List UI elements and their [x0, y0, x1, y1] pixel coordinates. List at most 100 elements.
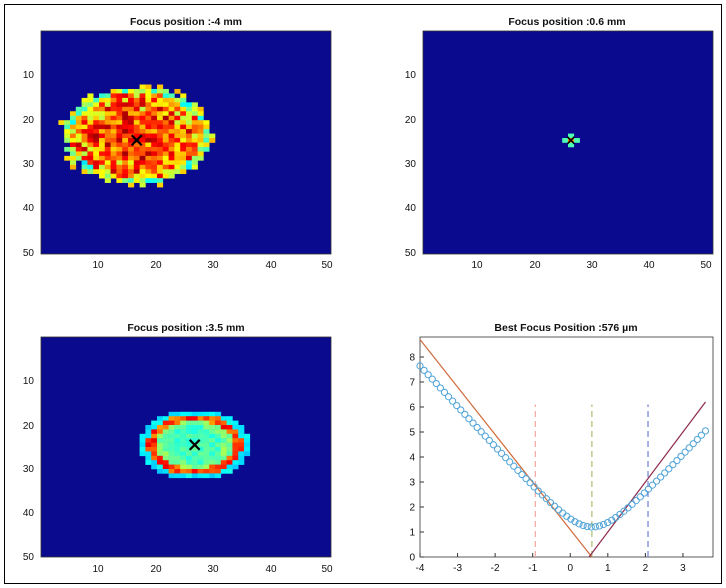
marker-stroke [188, 439, 201, 451]
heatmap-cell [81, 120, 88, 125]
heatmap-cell [75, 133, 82, 139]
heatmap-cell [203, 473, 210, 479]
heatmap-cell [203, 416, 210, 421]
y-tick-label: 30 [405, 159, 417, 170]
heatmap-cell [99, 155, 106, 161]
heatmap-cell [128, 178, 135, 183]
heatmap-cell [104, 133, 111, 139]
heatmap-cell [139, 120, 146, 125]
heatmap-cell [191, 151, 198, 157]
plot-area [419, 336, 714, 558]
heatmap-cell [70, 111, 77, 117]
data-point [693, 435, 701, 444]
heatmap-cell [157, 451, 164, 457]
heatmap-cell [174, 460, 181, 465]
heatmap-cell [64, 124, 71, 130]
data-point [669, 461, 677, 469]
heatmap-cell [197, 473, 204, 479]
heatmap-cell [93, 106, 100, 112]
data-point [673, 456, 681, 465]
heatmap-cell [226, 429, 233, 435]
heatmap-cell [209, 460, 216, 465]
heatmap-cell [226, 433, 233, 439]
y-tick-label: 40 [405, 203, 417, 214]
heatmap-cell [157, 182, 164, 188]
heatmap-cell [81, 151, 88, 157]
heatmap-cell [81, 124, 88, 130]
heatmap-cell [203, 138, 210, 143]
heatmap-cell [215, 416, 222, 421]
heatmap-cell [191, 425, 198, 430]
heatmap-cell [162, 129, 169, 134]
heatmap-cell [93, 155, 100, 161]
heatmap-cell [168, 111, 175, 117]
heatmap-cell [157, 464, 164, 470]
heatmap-cell [104, 115, 111, 121]
heatmap-cell [81, 102, 88, 108]
centroid-marker [566, 136, 575, 145]
heatmap-cell [197, 429, 204, 435]
x-tick-label: 50 [321, 564, 333, 575]
heatmap-cell [116, 151, 123, 157]
heatmap-cell [99, 97, 106, 103]
heatmap-cell [64, 133, 71, 139]
heatmap-cell [162, 160, 169, 166]
data-point [502, 454, 510, 462]
heatmap-cell [191, 106, 198, 112]
heatmap-cell [128, 169, 135, 175]
heatmap-cell [174, 455, 181, 461]
heatmap-cell [162, 420, 169, 426]
x-tick-label: -2 [491, 563, 500, 574]
heatmap-cell [174, 160, 181, 166]
heatmap-cell [133, 88, 140, 94]
heatmap-cell [99, 129, 106, 134]
heatmap-cell [151, 447, 158, 452]
heatmap-cell [197, 106, 204, 112]
x-tick-label: -3 [453, 563, 462, 574]
heatmap-cell [116, 138, 123, 143]
heatmap-cell [203, 411, 210, 417]
heatmap-cell [104, 120, 111, 125]
heatmap-cell [151, 138, 158, 143]
heatmap-cell [116, 102, 123, 108]
heatmap-cell [157, 469, 164, 474]
heatmap-cell [139, 151, 146, 157]
x-tick-label: 0 [567, 563, 573, 574]
heatmap-cell [162, 88, 169, 94]
heatmap-cell [191, 155, 198, 161]
heatmap-cell [226, 447, 233, 452]
heatmap-cell [133, 111, 140, 117]
heatmap-cell [203, 442, 210, 448]
heatmap-cell [186, 411, 193, 417]
heatmap-cell [99, 93, 106, 99]
x-tick-label: 40 [643, 260, 655, 271]
heatmap-cell [75, 120, 82, 125]
heatmap-cell [568, 133, 575, 139]
heatmap-cell [110, 93, 117, 99]
heatmap-cell [186, 138, 193, 143]
heatmap-cell [168, 433, 175, 439]
heatmap-cell [145, 169, 152, 175]
heatmap-cell [168, 173, 175, 179]
heatmap-cell [180, 469, 187, 474]
heatmap-cell [180, 411, 187, 417]
heatmap-cell [209, 464, 216, 470]
heatmap-cell [232, 425, 239, 430]
heatmap-cell [99, 133, 106, 139]
heatmap-cell [145, 138, 152, 143]
heatmap-cell [157, 447, 164, 452]
heatmap-cell [139, 160, 146, 166]
heatmap-cell [104, 169, 111, 175]
heatmap-cell [87, 169, 94, 175]
x-tick-label: 3 [680, 563, 686, 574]
heatmap-cell [180, 455, 187, 461]
data-point [534, 487, 542, 495]
heatmap-cell [145, 129, 152, 134]
panel-title: Focus position :0.6 mm [508, 16, 625, 28]
heatmap-cell [81, 129, 88, 134]
heatmap-cell [162, 93, 169, 99]
heatmap-cell [162, 102, 169, 108]
x-tick-label: 50 [700, 260, 712, 271]
x-tick-label: -4 [416, 563, 425, 574]
heatmap-cell [162, 106, 169, 112]
